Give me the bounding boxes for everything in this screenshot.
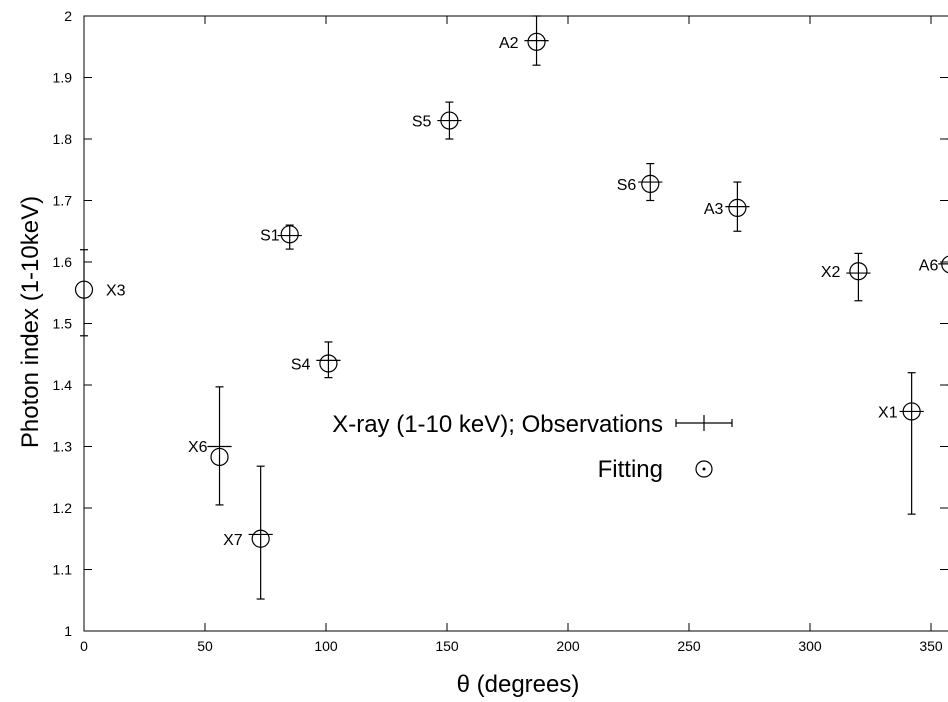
fit-point-a3 xyxy=(728,198,747,217)
x-tick-label: 250 xyxy=(677,638,701,654)
y-tick-label: 1.5 xyxy=(53,316,73,332)
legend-label-observations: X-ray (1-10 keV); Observations xyxy=(332,411,663,438)
legend-marker-fitting xyxy=(695,460,713,478)
x-tick-label: 150 xyxy=(435,638,459,654)
point-labels: X3 X6 X7 S1 S4 S5 A2 S6 A3 X2 X1 A6 xyxy=(106,35,938,549)
point-label-s1: S1 xyxy=(260,227,280,244)
legend: X-ray (1-10 keV); Observations Fitting xyxy=(332,411,733,483)
x-tick-label: 300 xyxy=(798,638,822,654)
y-axis-label: Photon index (1-10keV) xyxy=(17,196,44,448)
x-axis-label: θ (degrees) xyxy=(457,671,580,698)
fit-point-x1 xyxy=(902,402,921,421)
x-tick-label: 0 xyxy=(80,638,88,654)
point-label-x2: X2 xyxy=(821,264,841,281)
fit-point-a2 xyxy=(527,32,546,51)
x-tick-label: 100 xyxy=(314,638,338,654)
fit-point-s5 xyxy=(440,111,459,130)
point-label-a6: A6 xyxy=(919,257,939,274)
fit-point-a6 xyxy=(941,255,948,274)
legend-label-fitting: Fitting xyxy=(598,456,663,483)
point-label-x1: X1 xyxy=(878,404,898,421)
point-label-s6: S6 xyxy=(617,177,637,194)
point-label-a2: A2 xyxy=(499,35,519,52)
y-tick-label: 1.1 xyxy=(53,562,73,578)
x-tick-label: 50 xyxy=(197,638,213,654)
observation-x3 xyxy=(80,249,88,337)
fit-point-x3 xyxy=(74,280,94,299)
observation-x1 xyxy=(899,372,924,515)
fit-point-s6 xyxy=(641,174,660,193)
y-tick-label: 1.2 xyxy=(53,500,73,516)
legend-marker-fitting-dot xyxy=(702,467,706,471)
observation-x2 xyxy=(846,252,871,302)
fit-point-x2 xyxy=(849,262,868,281)
y-tick-label: 1.9 xyxy=(53,70,73,86)
point-label-s5: S5 xyxy=(412,114,432,131)
series-marks xyxy=(74,15,948,600)
y-tick-label: 1.7 xyxy=(53,193,73,209)
y-tick-label: 1.6 xyxy=(53,254,73,270)
observation-x6 xyxy=(207,386,232,506)
point-label-s4: S4 xyxy=(291,356,311,373)
point-label-x3: X3 xyxy=(106,283,126,300)
y-tick-label: 2 xyxy=(64,8,72,24)
y-tick-label: 1.8 xyxy=(53,131,73,147)
observation-x7 xyxy=(248,465,273,600)
fit-point-s4 xyxy=(319,354,338,373)
x-tick-label: 200 xyxy=(556,638,580,654)
y-tick-label: 1.4 xyxy=(53,377,73,393)
point-label-a3: A3 xyxy=(704,201,724,218)
fit-point-x7 xyxy=(251,529,270,548)
fit-point-s1 xyxy=(280,225,299,244)
fit-point-x6 xyxy=(210,447,229,467)
point-label-x7: X7 xyxy=(223,532,243,549)
plot-border xyxy=(83,15,948,632)
point-label-x6: X6 xyxy=(188,439,208,456)
x-tick-label: 350 xyxy=(919,638,943,654)
y-tick-label: 1.3 xyxy=(53,439,73,455)
axis-ticks: 0 50 100 150 200 250 300 350 1 1.1 1.2 1.3 1.4 1.5 1.6… xyxy=(53,8,948,654)
plot-frame xyxy=(83,15,948,632)
y-tick-label: 1 xyxy=(64,623,72,639)
